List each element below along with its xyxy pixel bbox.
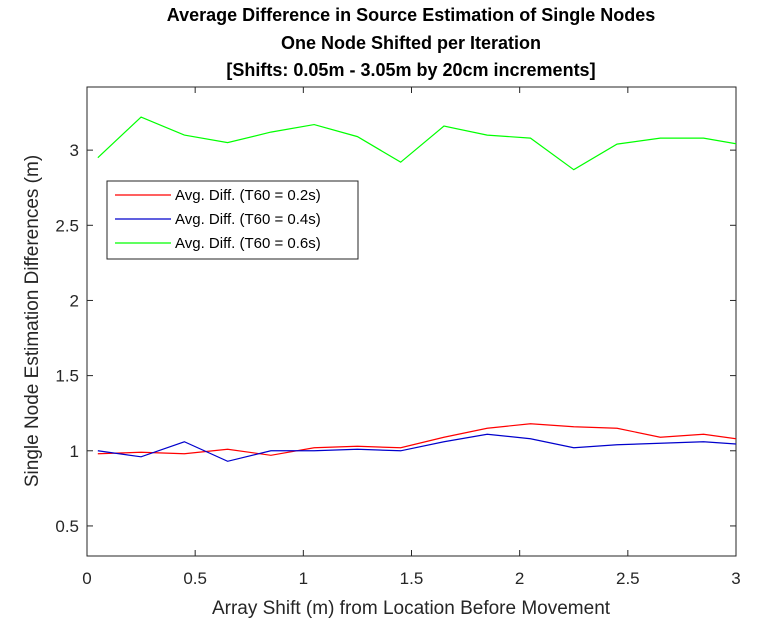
x-tick-label: 1.5 <box>400 569 424 588</box>
legend-box <box>106 180 359 260</box>
x-axis-label: Array Shift (m) from Location Before Mov… <box>212 598 611 619</box>
series-line-2 <box>97 433 736 462</box>
y-tick-label: 1.5 <box>55 367 79 386</box>
y-tick-label: 0.5 <box>55 517 79 536</box>
plot-area <box>86 86 737 557</box>
legend: Avg. Diff. (T60 = 0.2s) Avg. Diff. (T60 =… <box>106 180 359 260</box>
legend-label-3: Avg. Diff. (T60 = 0.6s) <box>175 235 321 252</box>
legend-label-2: Avg. Diff. (T60 = 0.4s) <box>175 211 321 228</box>
series-line-3 <box>97 116 736 171</box>
title-line-1: Average Difference in Source Estimation … <box>167 5 655 25</box>
title-line-3: [Shifts: 0.05m - 3.05m by 20cm increment… <box>226 60 595 80</box>
x-tick-label: 2 <box>515 569 524 588</box>
x-tick-label: 0 <box>82 569 91 588</box>
y-tick-label: 2.5 <box>55 216 79 235</box>
y-tick-label: 1 <box>70 442 79 461</box>
x-tick-label: 3 <box>731 569 740 588</box>
series-group <box>97 116 736 462</box>
x-tick-label: 0.5 <box>183 569 207 588</box>
y-axis-label: Single Node Estimation Differences (m) <box>22 155 43 487</box>
legend-label-1: Avg. Diff. (T60 = 0.2s) <box>175 187 321 204</box>
chart-title: Average Difference in Source Estimation … <box>167 5 655 80</box>
y-tick-label: 3 <box>70 141 79 160</box>
x-tick-label: 1 <box>299 569 308 588</box>
y-tick-label: 2 <box>70 291 79 310</box>
axis-ticks: 0 0.5 1 1.5 2 2.5 3 0.5 1 1.5 2 2.5 3 <box>55 87 741 588</box>
x-tick-label: 2.5 <box>616 569 640 588</box>
title-line-2: One Node Shifted per Iteration <box>281 33 541 53</box>
